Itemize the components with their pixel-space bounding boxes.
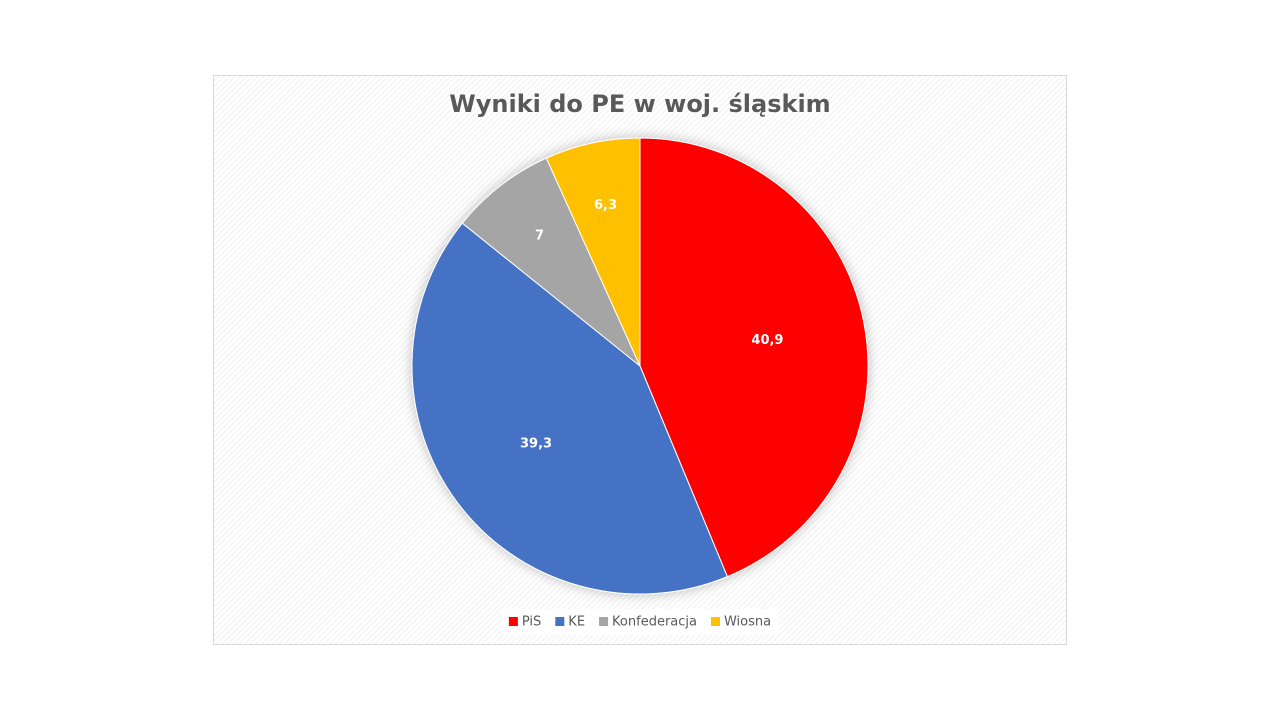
legend-label: Konfederacja <box>612 615 697 630</box>
pie-slice <box>411 222 728 595</box>
legend-swatch <box>599 617 609 626</box>
legend-swatch <box>508 617 518 626</box>
pie-slice <box>545 137 641 367</box>
legend-swatch <box>555 617 565 626</box>
legend-label: Wiosna <box>724 615 771 630</box>
data-label: 40,9 <box>751 333 783 348</box>
chart-title: Wyniki do PE w woj. śląskim <box>449 90 830 118</box>
pie-slice <box>461 157 641 367</box>
data-labels: 40,9 39,3 7 6,3 <box>520 198 784 451</box>
legend: PiS KE Konfederacja Wiosna <box>500 609 780 635</box>
legend-box <box>500 609 780 635</box>
data-label: 39,3 <box>520 436 552 451</box>
data-label: 6,3 <box>594 198 617 213</box>
legend-label: KE <box>568 615 585 630</box>
data-label: 7 <box>535 229 544 244</box>
legend-label: PiS <box>522 615 541 630</box>
pie-slice <box>639 137 869 578</box>
legend-swatch <box>710 617 720 626</box>
pie <box>411 137 869 595</box>
